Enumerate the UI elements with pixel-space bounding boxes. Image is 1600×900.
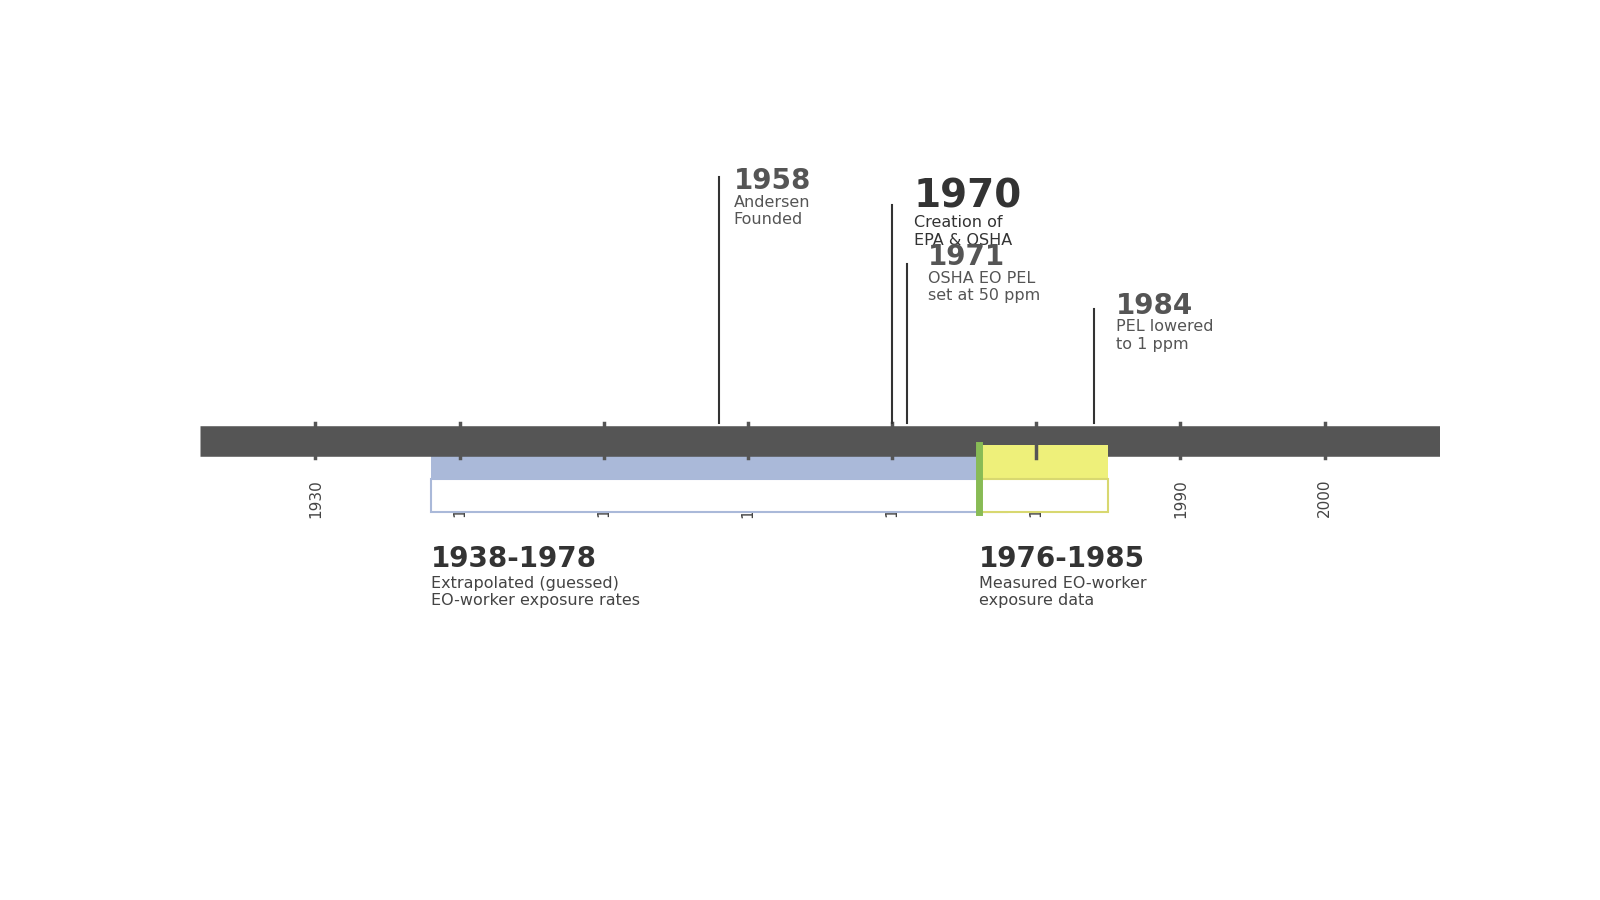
Text: Andersen
Founded: Andersen Founded [733,194,810,227]
Bar [979,479,1109,512]
Text: 1980: 1980 [1029,479,1043,518]
Text: 1938-1978: 1938-1978 [430,544,597,572]
Text: 1930: 1930 [307,479,323,518]
Text: OSHA EO PEL
set at 50 ppm: OSHA EO PEL set at 50 ppm [928,271,1040,303]
Text: PEL lowered
to 1 ppm: PEL lowered to 1 ppm [1115,320,1213,352]
Bar [979,446,1109,479]
Text: Extrapolated (guessed)
EO-worker exposure rates: Extrapolated (guessed) EO-worker exposur… [430,576,640,608]
Text: 1970: 1970 [914,177,1022,215]
Text: 1984: 1984 [1115,292,1194,320]
Text: 1950: 1950 [597,479,611,518]
Text: 1990: 1990 [1173,479,1187,518]
Text: 2000: 2000 [1317,479,1333,518]
Bar [430,446,1008,479]
Text: 1960: 1960 [741,479,755,518]
Text: Creation of
EPA & OSHA: Creation of EPA & OSHA [914,215,1011,248]
Text: 1971: 1971 [928,243,1005,271]
Text: 1976-1985: 1976-1985 [979,544,1144,572]
Text: Measured EO-worker
exposure data: Measured EO-worker exposure data [979,576,1146,608]
Bar [430,479,1008,512]
Text: 1940: 1940 [453,479,467,518]
Text: 1970: 1970 [885,479,899,518]
Text: 1958: 1958 [733,166,811,195]
